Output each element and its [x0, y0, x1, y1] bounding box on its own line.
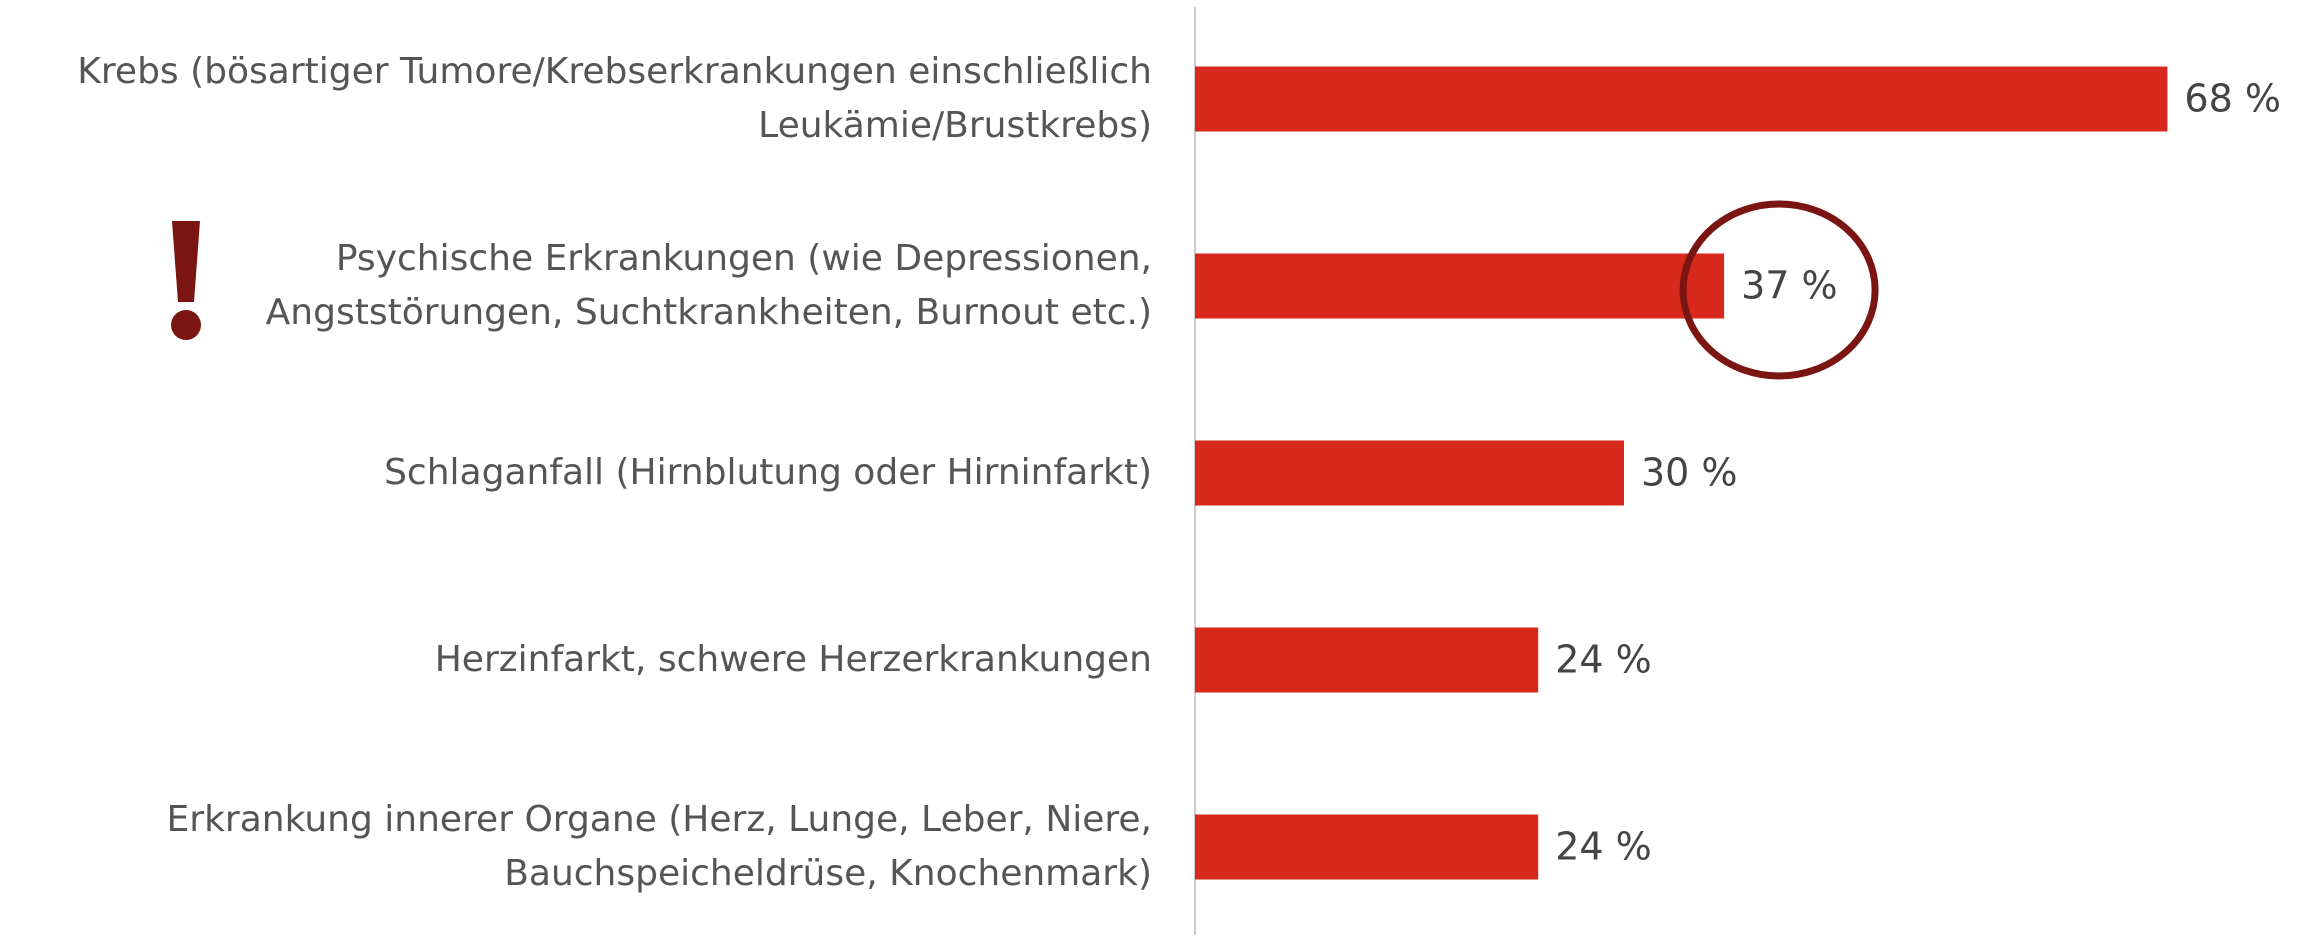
bar — [1195, 66, 2168, 132]
value-label: 24 % — [1555, 825, 1652, 869]
category-label: Erkrankung innerer Organe (Herz, Lunge, … — [166, 799, 1152, 894]
value-label: 30 % — [1641, 451, 1738, 495]
bar — [1195, 440, 1624, 506]
value-label: 68 % — [2184, 77, 2281, 121]
category-label: Psychische Erkrankungen (wie Depressione… — [265, 238, 1152, 333]
exclamation-icon — [171, 221, 201, 340]
value-label: 24 % — [1555, 638, 1652, 682]
bar — [1195, 253, 1725, 319]
category-label: Schlaganfall (Hirnblutung oder Hirninfar… — [384, 452, 1152, 493]
value-label: 37 % — [1741, 264, 1838, 308]
highlight-circle — [1679, 200, 1879, 380]
category-label: Herzinfarkt, schwere Herzerkrankungen — [434, 639, 1152, 680]
category-label: Krebs (bösartiger Tumore/Krebserkrankung… — [77, 51, 1152, 146]
bar — [1195, 627, 1539, 693]
bar — [1195, 814, 1539, 880]
